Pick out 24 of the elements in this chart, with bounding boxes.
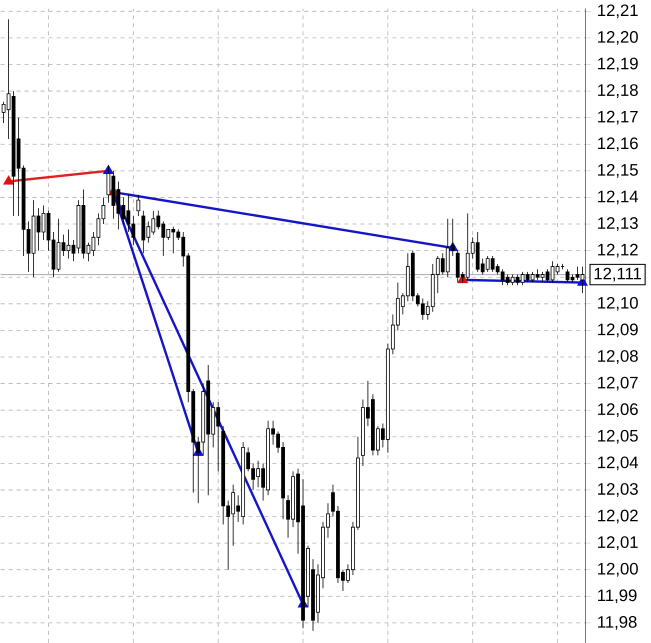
y-tick-label: 12,17 <box>598 110 638 124</box>
y-tick-label: 12,03 <box>598 482 638 497</box>
y-tick-label: 12,09 <box>598 323 638 338</box>
y-tick-label: 12,14 <box>598 190 638 204</box>
ref-line-label: 12,111 <box>594 268 641 282</box>
y-tick-label: 12,16 <box>598 137 638 152</box>
y-tick-label: 12,05 <box>598 430 638 444</box>
y-tick-label: 12,08 <box>598 350 638 364</box>
y-tick-label: 12,18 <box>598 84 638 98</box>
y-tick-label: 12,20 <box>598 30 638 45</box>
y-tick-label: 12,15 <box>598 164 638 178</box>
y-tick-label: 12,13 <box>598 217 638 231</box>
y-tick-label: 12,02 <box>598 510 638 524</box>
y-tick-label: 12,19 <box>598 58 638 72</box>
y-tick-label: 12,07 <box>598 376 638 390</box>
y-tick-label: 12,00 <box>598 562 638 576</box>
y-tick-label: 11,98 <box>598 616 637 630</box>
y-tick-label: 12,10 <box>598 296 638 311</box>
y-tick-label: 12,21 <box>598 4 638 18</box>
y-tick-label: 12,06 <box>598 403 638 417</box>
y-tick-label: 12,12 <box>598 244 638 258</box>
y-tick-label: 12,04 <box>598 456 638 470</box>
y-tick-label: 11,99 <box>598 589 637 604</box>
y-tick-label: 12,01 <box>598 536 638 550</box>
